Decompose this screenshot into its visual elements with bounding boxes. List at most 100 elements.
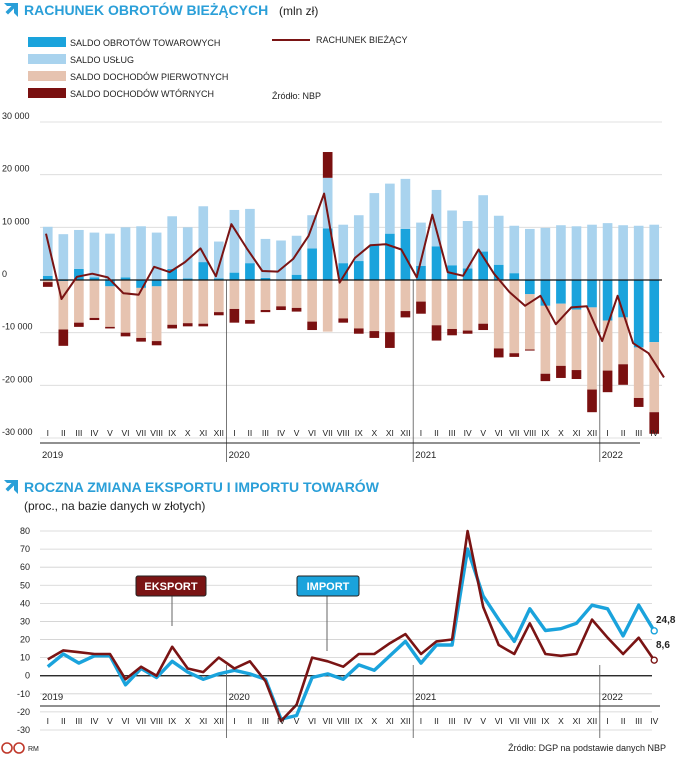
chart2-month-label: IV — [464, 716, 472, 726]
chart1-y-axis: 30 000 20 000 10 000 0 -10 000 -20 000 -30 000 — [2, 111, 33, 437]
export-callout-label: EKSPORT — [144, 581, 197, 593]
chart1-bar-segment — [89, 280, 100, 318]
chart1-month-label: VI — [495, 428, 503, 438]
chart2-year-label: 2019 — [42, 692, 63, 703]
chart1-bar-segment — [307, 280, 317, 322]
chart1-month-label: IV — [277, 428, 285, 438]
chart1-bar-segment — [151, 341, 162, 346]
legend-swatch-secondary-income — [28, 88, 66, 98]
chart1-bar-segment — [74, 268, 84, 280]
chart1-bars — [40, 152, 662, 434]
legend-swatch-goods — [28, 37, 66, 47]
chart1-header: RACHUNEK OBROTÓW BIEŻĄCYCH (mln zł) — [4, 1, 318, 18]
chart1-bar-segment — [462, 268, 473, 280]
chart1-bar-segment — [214, 278, 224, 280]
chart1-bar-segment — [369, 280, 380, 332]
chart1-y-tick-label: 30 000 — [2, 111, 30, 121]
chart1-bar-segment — [525, 280, 535, 295]
chart2-lines — [46, 529, 658, 723]
chart1-bar-segment — [556, 365, 566, 378]
chart1-year-label: 2020 — [229, 450, 250, 461]
chart2-month-label: IX — [355, 716, 363, 726]
chart2-month-label: XII — [214, 716, 224, 726]
chart2-month-label: X — [558, 716, 564, 726]
chart1-bar-segment — [400, 228, 411, 280]
chart2-y-tick-label: -10 — [17, 689, 30, 699]
chart1-month-label: II — [248, 428, 253, 438]
chart1-bar-segment — [245, 263, 255, 280]
chart1-bar-segment — [400, 280, 411, 312]
chart1-bar-segment — [322, 152, 333, 178]
chart1-month-label: X — [371, 428, 377, 438]
chart1-bar-segment — [602, 280, 613, 321]
chart1-year-label: 2021 — [415, 450, 436, 461]
chart1-arrow-icon — [4, 3, 18, 17]
chart1-bar-segment — [369, 193, 380, 245]
chart1-bar-segment — [571, 226, 582, 280]
chart1-bar-segment — [571, 309, 582, 371]
chart2-month-label: V — [107, 716, 113, 726]
chart2-arrow-icon — [4, 480, 18, 494]
chart1-y-tick-label: -30 000 — [2, 427, 33, 437]
chart1-month-label: XI — [386, 428, 394, 438]
chart1-bar-segment — [649, 280, 660, 343]
chart1-bar-segment — [198, 280, 209, 324]
chart1-bar-segment — [198, 206, 209, 263]
chart2-month-label: II — [61, 716, 66, 726]
chart1-bar-segment — [167, 280, 177, 325]
chart2-month-label: I — [606, 716, 608, 726]
import-callout-label: IMPORT — [307, 581, 350, 593]
chart1-month-label: XI — [572, 428, 580, 438]
chart1-month-label: VIII — [523, 428, 536, 438]
chart1-bar-segment — [120, 332, 131, 337]
chart2-y-axis: 80 70 60 50 40 30 20 10 0 -10 -20 -30 — [17, 526, 30, 735]
chart2-month-label: III — [75, 716, 82, 726]
chart1-bar-segment — [478, 251, 488, 280]
chart1-bar-segment — [400, 178, 411, 229]
chart1-bar-segment — [276, 240, 286, 280]
export-callout-box — [135, 575, 207, 597]
chart1-bar-segment — [431, 246, 442, 280]
chart1-year-label: 2019 — [42, 450, 63, 461]
chart1-bar-segment — [136, 287, 146, 338]
chart2-month-label: VIII — [523, 716, 536, 726]
chart1-bar-segment — [260, 238, 271, 278]
legend-label-primary-income: SALDO DOCHODÓW PIERWOTNYCH — [70, 72, 228, 82]
chart2-month-label: I — [47, 716, 49, 726]
chart2-header: ROCZNA ZMIANA EKSPORTU I IMPORTU TOWARÓW… — [4, 478, 380, 513]
chart1-bar-segment — [540, 227, 551, 280]
chart2-month-label: IV — [277, 716, 285, 726]
chart1-bar-segment — [58, 329, 69, 346]
chart1-bar-segment — [89, 317, 100, 321]
chart1-bar-segment — [416, 222, 426, 266]
chart1-bar-segment — [462, 330, 473, 334]
chart2-month-label: X — [185, 716, 191, 726]
chart2-end-marker-eksport — [650, 656, 658, 664]
chart1-bar-segment — [540, 280, 551, 306]
chart1-bar-segment — [214, 312, 224, 316]
chart2-series-import — [46, 547, 656, 721]
chart1-bar-segment — [587, 307, 597, 390]
chart1-bar-segment — [556, 303, 566, 366]
chart2-month-label: XI — [199, 716, 207, 726]
chart1-month-label: VII — [322, 428, 332, 438]
chart1-bar-segment — [416, 301, 426, 314]
chart2-series-eksport — [47, 529, 656, 723]
chart1-bar-segment — [307, 215, 317, 249]
chart1-bar-segment — [400, 311, 411, 318]
chart1-bar-segment — [74, 280, 84, 323]
chart1-month-label: V — [107, 428, 113, 438]
chart2-month-label: III — [262, 716, 269, 726]
chart1-bar-segment — [74, 229, 84, 269]
chart1-bar-segment — [198, 262, 209, 280]
chart1-bar-segment — [276, 306, 286, 311]
chart1-bar-segment — [167, 268, 177, 280]
legend-label-services: SALDO USŁUG — [70, 55, 134, 65]
chart1-bar-segment — [338, 263, 349, 280]
chart1-month-label: III — [635, 428, 642, 438]
chart1-gridlines — [40, 121, 662, 462]
chart1-month-label: III — [262, 428, 269, 438]
chart2-year-label: 2020 — [229, 692, 250, 703]
chart1-month-label: I — [606, 428, 608, 438]
chart1-month-label: V — [480, 428, 486, 438]
